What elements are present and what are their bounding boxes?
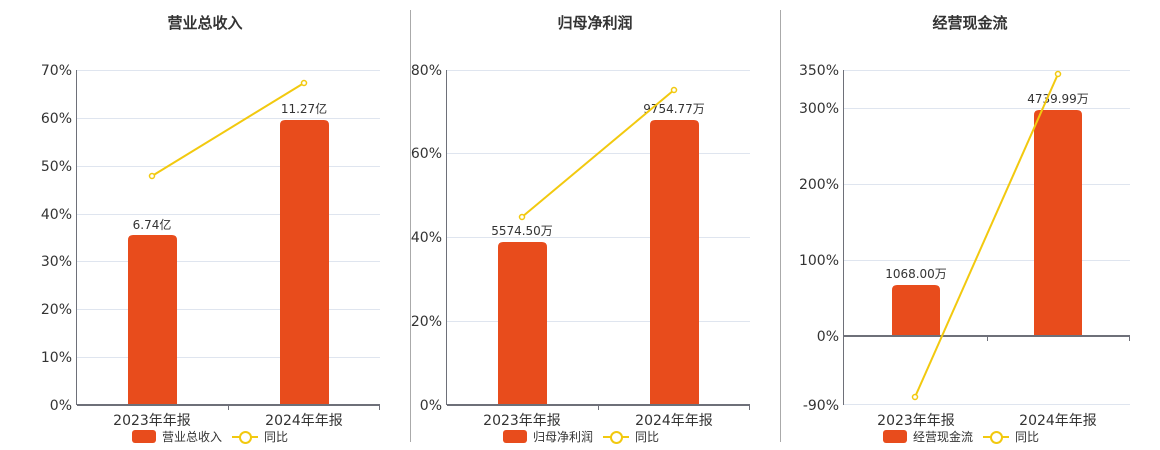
- svg-text:40%: 40%: [41, 207, 72, 223]
- legend-bar-swatch[interactable]: [883, 430, 907, 443]
- bar-2023[interactable]: [498, 242, 547, 405]
- x-label-2023: 2023年年报: [113, 413, 191, 429]
- legend-line-swatch[interactable]: [603, 430, 630, 444]
- y-axis-labels: 0% 10% 20% 30% 40% 50% 60% 70%: [41, 63, 72, 414]
- svg-text:20%: 20%: [411, 314, 442, 330]
- legend-line-label[interactable]: 同比: [1015, 430, 1040, 444]
- bar-2023[interactable]: [892, 285, 940, 336]
- svg-text:50%: 50%: [41, 159, 72, 175]
- legend: 营业总收入 同比: [132, 428, 288, 445]
- svg-text:10%: 10%: [41, 350, 72, 366]
- svg-text:40%: 40%: [411, 230, 442, 246]
- chart-title: 归母净利润: [557, 14, 633, 32]
- yoy-line: [151, 82, 305, 177]
- bar-label-2024: 11.27亿: [281, 101, 327, 116]
- legend-bar-label[interactable]: 营业总收入: [162, 430, 223, 444]
- bar-2023[interactable]: [128, 235, 177, 405]
- yoy-point-2024[interactable]: [300, 79, 308, 87]
- legend-line-label[interactable]: 同比: [264, 430, 289, 444]
- legend-bar-label[interactable]: 归母净利润: [533, 430, 594, 444]
- svg-text:0%: 0%: [420, 398, 442, 414]
- yoy-point-2023[interactable]: [911, 393, 919, 401]
- panel-operating-cashflow: 经营现金流 -90% 0% 100% 200% 300% 350% 1068.0…: [780, 0, 1160, 450]
- chart-title: 营业总收入: [167, 14, 243, 32]
- legend-line-swatch[interactable]: [232, 430, 259, 444]
- legend-line-swatch[interactable]: [983, 430, 1010, 444]
- svg-text:20%: 20%: [41, 302, 72, 318]
- bars: [498, 120, 699, 405]
- x-label-2023: 2023年年报: [483, 413, 561, 429]
- svg-text:60%: 60%: [41, 111, 72, 127]
- gridlines: [447, 70, 750, 322]
- divider: [410, 10, 411, 442]
- svg-text:300%: 300%: [799, 101, 839, 117]
- bar-label-2023: 6.74亿: [133, 217, 172, 232]
- yoy-point-2024[interactable]: [670, 86, 678, 94]
- svg-text:70%: 70%: [41, 63, 72, 79]
- x-label-2024: 2024年年报: [1019, 413, 1097, 429]
- bar-label-2024: 4739.99万: [1027, 92, 1089, 106]
- panel-revenue: 营业总收入 0% 10% 20% 30% 40% 50% 60% 70% 6.7…: [0, 0, 410, 450]
- svg-text:80%: 80%: [411, 63, 442, 79]
- gridlines: [77, 70, 380, 358]
- yoy-line: [521, 89, 675, 218]
- revenue-chart: 0% 10% 20% 30% 40% 50% 60% 70% 6.74亿 11.…: [41, 63, 380, 429]
- svg-text:30%: 30%: [41, 254, 72, 270]
- net-profit-chart: 0% 20% 40% 60% 80% 5574.50万 9754.77万 202…: [411, 63, 750, 429]
- bar-2024[interactable]: [1034, 110, 1082, 336]
- svg-text:350%: 350%: [799, 63, 839, 79]
- svg-text:200%: 200%: [799, 177, 839, 193]
- bar-label-2023: 1068.00万: [885, 267, 947, 281]
- y-axis-labels: -90% 0% 100% 200% 300% 350%: [799, 63, 839, 414]
- x-label-2023: 2023年年报: [877, 413, 955, 429]
- x-label-2024: 2024年年报: [635, 413, 713, 429]
- svg-text:0%: 0%: [50, 398, 72, 414]
- legend-bar-swatch[interactable]: [132, 430, 156, 443]
- svg-text:100%: 100%: [799, 253, 839, 269]
- bar-label-2023: 5574.50万: [491, 224, 553, 238]
- y-axis-labels: 0% 20% 40% 60% 80%: [411, 63, 442, 414]
- svg-text:0%: 0%: [817, 329, 839, 345]
- panel-net-profit: 归母净利润 0% 20% 40% 60% 80% 5574.50万 9754.7…: [410, 0, 780, 450]
- bars: [128, 120, 329, 405]
- svg-text:-90%: -90%: [803, 398, 839, 414]
- legend: 经营现金流 同比: [883, 428, 1039, 445]
- bar-label-2024: 9754.77万: [643, 102, 705, 116]
- bar-2024[interactable]: [650, 120, 699, 405]
- svg-text:60%: 60%: [411, 146, 442, 162]
- chart-title: 经营现金流: [932, 14, 1008, 32]
- yoy-point-2024[interactable]: [1054, 70, 1062, 78]
- divider: [780, 10, 781, 442]
- yoy-line: [914, 73, 1059, 398]
- legend-bar-swatch[interactable]: [503, 430, 527, 443]
- legend: 归母净利润 同比: [503, 428, 659, 445]
- yoy-point-2023[interactable]: [518, 213, 526, 221]
- yoy-point-2023[interactable]: [148, 172, 156, 180]
- x-label-2024: 2024年年报: [265, 413, 343, 429]
- bar-2024[interactable]: [280, 120, 329, 405]
- bars: [892, 110, 1082, 336]
- cashflow-chart: -90% 0% 100% 200% 300% 350% 1068.00万 473…: [799, 63, 1130, 429]
- legend-bar-label[interactable]: 经营现金流: [913, 430, 974, 444]
- gridlines: [844, 70, 1130, 405]
- legend-line-label[interactable]: 同比: [635, 430, 660, 444]
